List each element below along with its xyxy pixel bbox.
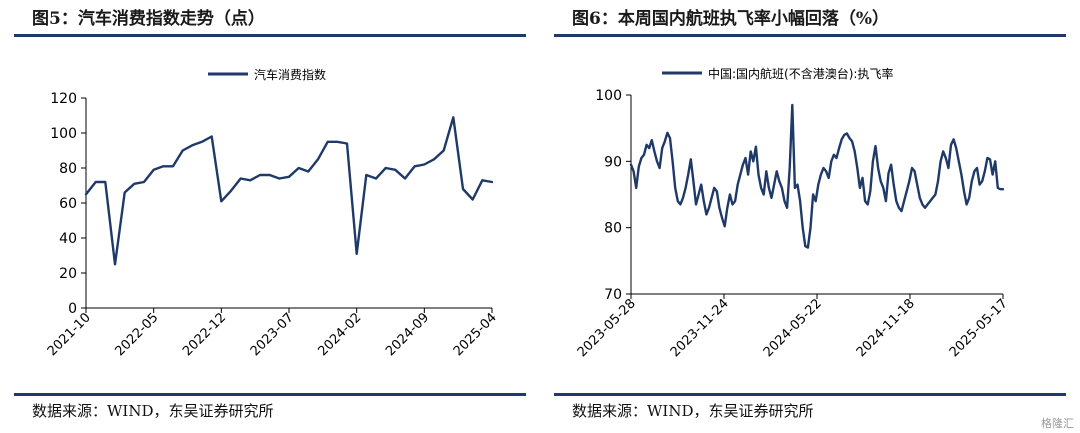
- x-tick-label: 2024-11-18: [854, 296, 918, 360]
- chart-title: 图5：汽车消费指数走势（点）: [14, 4, 526, 37]
- y-tick-label: 100: [595, 88, 622, 104]
- x-tick-label: 2024-09: [383, 310, 432, 359]
- data-source-note: 数据来源：WIND，东吴证券研究所: [554, 393, 1066, 426]
- chart-panel-flight-rate: 图6：本周国内航班执飞率小幅回落（%） 中国:国内航班(不含港澳台):执飞率 70…: [540, 0, 1080, 433]
- y-tick-label: 60: [59, 196, 77, 212]
- y-tick-label: 20: [59, 266, 77, 282]
- y-tick-label: 40: [59, 231, 77, 247]
- series-line: [629, 103, 1005, 249]
- y-tick-label: 90: [604, 154, 622, 170]
- series-line: [84, 116, 494, 266]
- x-tick-label: 2024-02: [315, 310, 364, 359]
- x-tick-label: 2025-05-17: [947, 296, 1011, 360]
- chart-panel-auto-index: 图5：汽车消费指数走势（点） 汽车消费指数 0 20 40 60 80 100 120 2021…: [14, 4, 526, 426]
- legend-label: 中国:国内航班(不含港澳台):执飞率: [708, 66, 893, 81]
- watermark-logo: 格隆汇: [1041, 417, 1074, 430]
- auto-consumption-index-chart: 汽车消费指数 0 20 40 60 80 100 120 2021-10 2022-05 2022-…: [45, 67, 500, 359]
- x-tick-label: 2023-07: [248, 310, 297, 359]
- x-tick-label: 2025-04: [451, 310, 500, 359]
- x-tick-label: 2023-11-24: [668, 296, 732, 360]
- domestic-flight-rate-chart: 中国:国内航班(不含港澳台):执飞率 70 80 90 100 2023-05-28 202…: [575, 66, 1011, 360]
- y-tick-label: 120: [50, 91, 77, 107]
- y-tick-label: 0: [68, 301, 77, 317]
- y-tick-label: 80: [604, 221, 622, 237]
- y-tick-label: 70: [604, 287, 622, 303]
- data-source-note: 数据来源：WIND，东吴证券研究所: [14, 393, 526, 426]
- y-tick-label: 80: [59, 161, 77, 177]
- x-tick-label: 2021-10: [45, 310, 94, 359]
- x-tick-label: 2022-12: [180, 310, 229, 359]
- x-tick-label: 2023-05-28: [575, 296, 639, 360]
- x-tick-label: 2022-05: [112, 310, 161, 359]
- chart-title: 图6：本周国内航班执飞率小幅回落（%）: [554, 4, 1066, 37]
- x-tick-label: 2024-05-22: [761, 296, 825, 360]
- y-tick-label: 100: [50, 126, 77, 142]
- legend-label: 汽车消费指数: [254, 67, 326, 82]
